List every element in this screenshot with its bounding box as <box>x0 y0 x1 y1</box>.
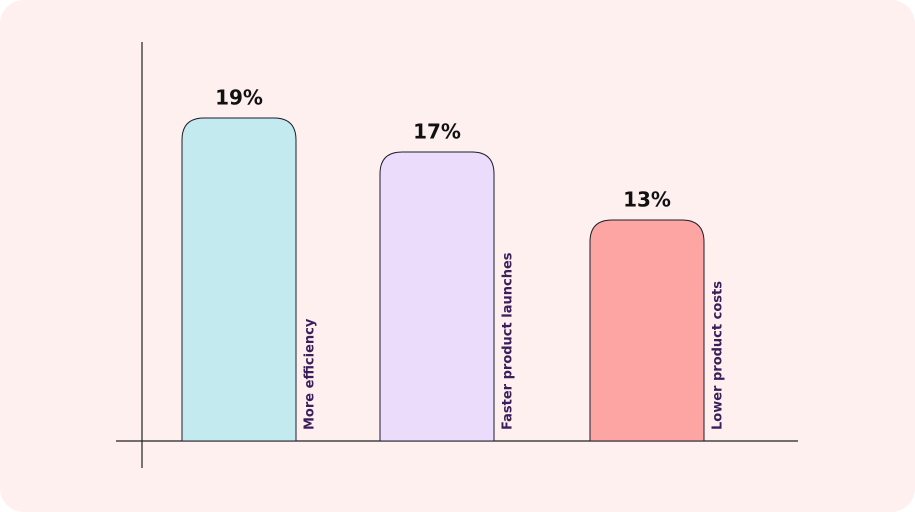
category-label: More efficiency <box>303 318 318 430</box>
value-label: 17% <box>413 120 461 144</box>
category-label: Lower product costs <box>711 281 726 430</box>
bar <box>379 151 495 442</box>
value-label: 13% <box>623 188 671 212</box>
category-label: Faster product launches <box>501 252 516 430</box>
bar <box>589 219 705 442</box>
bar <box>181 117 297 442</box>
value-label: 19% <box>215 86 263 110</box>
